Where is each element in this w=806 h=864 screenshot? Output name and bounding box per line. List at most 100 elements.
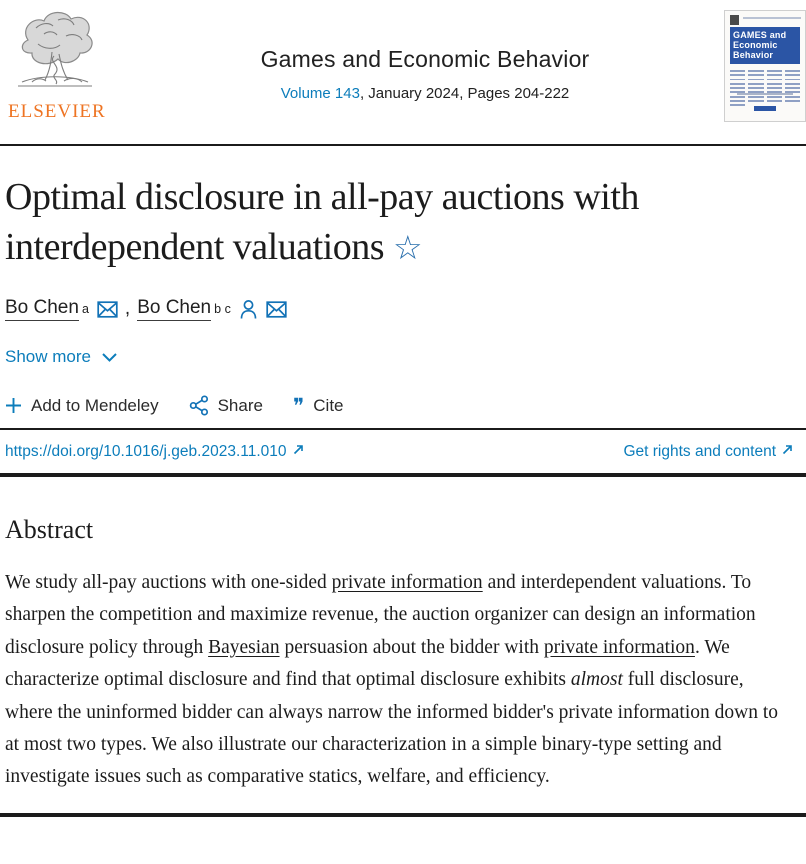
rights-and-content-link[interactable]: Get rights and content	[623, 443, 776, 460]
corresponding-author-icon[interactable]	[239, 299, 258, 320]
cover-text-bar	[748, 100, 764, 102]
abstract-segment: We study all-pay auctions with one-sided	[5, 572, 332, 593]
cover-text-bar	[784, 100, 800, 102]
journal-cover-thumbnail[interactable]: GAMES and Economic Behavior	[724, 10, 806, 122]
cover-title-line2: Economic	[733, 40, 778, 50]
cover-editor-column	[730, 70, 746, 107]
author-link-1[interactable]: Bo Chen	[5, 297, 79, 321]
author-affiliation-sup-1: a	[81, 302, 89, 316]
cover-footer-text-line	[737, 93, 793, 95]
share-button[interactable]: Share	[189, 395, 263, 416]
doi-link[interactable]: https://doi.org/10.1016/j.geb.2023.11.01…	[5, 443, 287, 460]
article-title: Optimal disclosure in all-pay auctions w…	[5, 172, 790, 273]
author-list: Bo Chen a , Bo Chen b c	[5, 297, 796, 321]
cover-text-bar	[766, 74, 782, 77]
abstract-segment: and interdependent valuations. To sharpe…	[5, 572, 756, 658]
cover-text-bar	[766, 95, 782, 98]
cover-text-bar	[748, 82, 764, 85]
external-link-icon	[781, 443, 794, 461]
author-affiliation-sup-2: b c	[214, 302, 231, 316]
cover-text-bar	[784, 70, 800, 72]
abstract-heading: Abstract	[5, 515, 94, 544]
cover-text-bar	[730, 74, 746, 77]
cover-text-bar	[784, 87, 800, 89]
cover-text-bar	[748, 91, 764, 94]
journal-title-link[interactable]: Games and Economic Behavior	[260, 46, 590, 72]
actions-divider	[0, 428, 806, 430]
cover-text-bar	[730, 91, 746, 94]
add-to-mendeley-button[interactable]: Add to Mendeley	[5, 396, 159, 416]
cover-editor-column	[748, 70, 764, 106]
cover-text-bar	[748, 87, 764, 89]
abstract-segment: full disclosure, where the uninformed bi…	[5, 669, 778, 788]
section-divider-bottom	[0, 813, 806, 818]
email-author-icon[interactable]	[97, 300, 118, 318]
chevron-down-icon	[102, 352, 117, 362]
abstract-segment: . We characterize optimal disclosure and…	[5, 636, 730, 691]
cover-text-bar	[766, 100, 782, 102]
term-link[interactable]: private information	[331, 572, 483, 593]
footnote-star-icon[interactable]: ☆	[393, 228, 423, 267]
cover-text-bar	[748, 70, 764, 72]
abstract-text: We study all-pay auctions with one-sided…	[5, 567, 795, 794]
action-bar: Add to Mendeley Share ❞ Cite	[5, 395, 796, 416]
cover-text-bar	[766, 78, 782, 81]
cover-text-bar	[730, 78, 746, 81]
author-link-2[interactable]: Bo Chen	[137, 297, 212, 321]
cover-logo-mark	[730, 15, 739, 25]
issue-info-text: , January 2024, Pages 204-222	[359, 85, 570, 102]
cover-text-bar	[730, 70, 746, 72]
cover-text-bar	[766, 91, 782, 94]
show-more-button[interactable]: Show more	[5, 347, 118, 367]
external-link-icon	[292, 443, 305, 461]
share-label: Share	[217, 395, 263, 415]
author-separator: ,	[124, 298, 131, 319]
elsevier-logo[interactable]: ELSEVIER	[8, 8, 126, 123]
quote-icon: ❞	[292, 393, 305, 418]
article-title-text: Optimal disclosure in all-pay auctions w…	[5, 176, 639, 268]
email-author-icon[interactable]	[266, 300, 287, 318]
cover-text-bar	[730, 95, 746, 98]
cover-text-bar	[766, 70, 782, 72]
elsevier-tree-icon	[18, 11, 93, 87]
cover-publisher-badge	[754, 106, 776, 111]
cover-footer	[737, 93, 793, 116]
cover-text-bar	[766, 87, 782, 89]
cover-top-text-line	[743, 17, 801, 19]
journal-info: Games and Economic Behavior Volume 143, …	[126, 8, 724, 102]
section-divider-top	[0, 473, 806, 477]
plus-icon	[6, 398, 21, 413]
cover-editors-list	[730, 70, 800, 107]
show-more-label: Show more	[5, 347, 91, 366]
cover-text-bar	[784, 95, 800, 98]
term-link[interactable]: private information	[543, 636, 695, 658]
cover-text-bar	[748, 78, 764, 81]
journal-header: ELSEVIER Games and Economic Behavior Vol…	[0, 0, 806, 144]
cover-editor-column	[766, 70, 782, 106]
cover-text-bar	[730, 87, 746, 89]
cover-editor-column	[784, 70, 800, 106]
cover-text-bar	[784, 78, 800, 81]
abstract-segment: persuasion about the bidder with	[279, 636, 544, 658]
cover-text-bar	[748, 74, 764, 77]
share-icon	[189, 395, 208, 416]
cover-title-line3: Behavior	[733, 50, 774, 60]
doi-row: https://doi.org/10.1016/j.geb.2023.11.01…	[5, 430, 796, 473]
cite-button[interactable]: ❞ Cite	[292, 393, 344, 418]
volume-link[interactable]: Volume 143	[280, 85, 360, 102]
abstract-segment: almost	[570, 669, 623, 691]
cover-title-line1: GAMES and	[733, 30, 787, 40]
elsevier-wordmark: ELSEVIER	[8, 101, 106, 122]
header-divider	[0, 144, 806, 146]
cite-label: Cite	[313, 395, 344, 415]
journal-issue-line: Volume 143, January 2024, Pages 204-222	[126, 85, 724, 102]
term-link[interactable]: Bayesian	[208, 636, 280, 658]
cover-text-bar	[730, 100, 746, 102]
add-to-mendeley-label: Add to Mendeley	[31, 395, 159, 415]
cover-text-bar	[748, 95, 764, 98]
cover-text-bar	[730, 82, 746, 85]
cover-text-bar	[784, 91, 800, 94]
cover-text-bar	[730, 104, 746, 107]
cover-title-banner: GAMES and Economic Behavior	[730, 27, 800, 64]
cover-text-bar	[784, 82, 800, 85]
